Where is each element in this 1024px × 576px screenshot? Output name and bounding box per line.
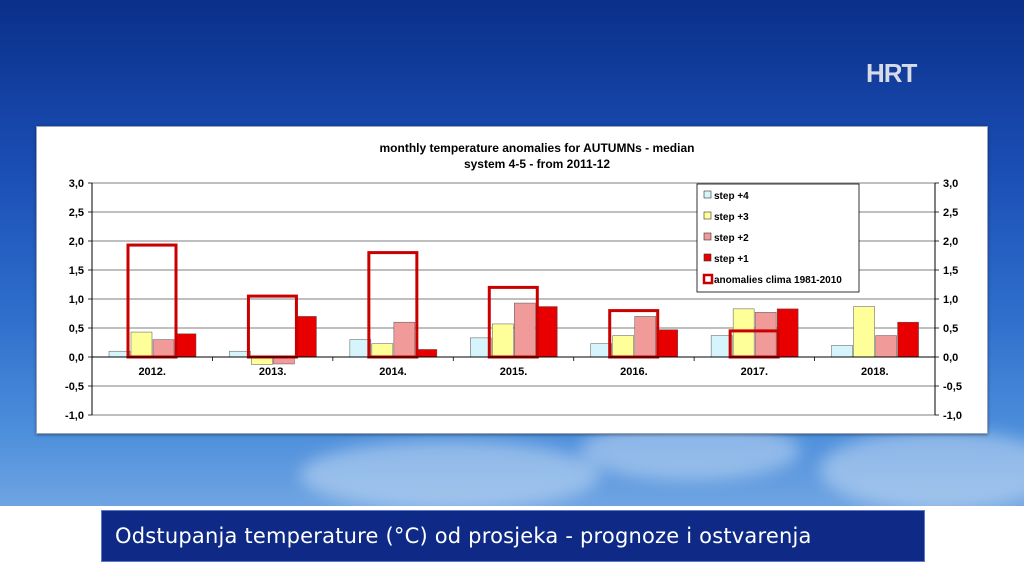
legend-swatch [703, 211, 712, 220]
y-tick-label-left: 2,5 [69, 207, 84, 219]
x-category-label: 2018. [861, 366, 889, 378]
chart-panel: monthly temperature anomalies for AUTUMN… [36, 126, 988, 434]
bar-step-1 [415, 349, 438, 358]
bar-step-1 [897, 321, 919, 358]
x-category-label: 2013. [259, 366, 287, 378]
legend-swatch [703, 190, 712, 199]
bar-step-1 [174, 333, 197, 358]
bar-step-3 [492, 323, 514, 358]
bar-step-3 [130, 331, 153, 358]
y-tick-label-right: 0,5 [943, 323, 958, 335]
bar-step-3 [371, 343, 394, 358]
bar-step-2 [514, 302, 536, 358]
legend-label: anomalies clima 1981-2010 [714, 275, 842, 286]
broadcaster-logo: HRT [866, 58, 917, 88]
y-tick-label-left: 1,0 [69, 294, 84, 306]
temperature-anomaly-chart: monthly temperature anomalies for AUTUMN… [65, 141, 962, 422]
bar-step-1 [295, 316, 317, 358]
x-category-label: 2016. [620, 366, 648, 378]
bar-step-3 [853, 306, 875, 358]
cloud-decoration [820, 430, 1024, 510]
bar-step-1 [536, 306, 558, 358]
anomaly-box [246, 294, 298, 359]
caption-box: Odstupanja temperature (°C) od prosjeka … [101, 510, 925, 562]
legend-label: step +4 [714, 191, 749, 202]
bar-step-3 [612, 335, 634, 358]
caption-text: Odstupanja temperature (°C) od prosjeka … [115, 524, 812, 548]
y-tick-label-left: 2,0 [69, 236, 84, 248]
bar-step-4 [831, 345, 853, 358]
bar-step-3 [732, 308, 755, 358]
legend-label: step +3 [714, 212, 749, 223]
legend-box [696, 183, 860, 293]
x-category-label: 2017. [741, 366, 769, 378]
chart-title: monthly temperature anomalies for AUTUMN… [380, 141, 695, 155]
y-tick-label-left: 0,0 [69, 352, 84, 364]
legend-label: step +2 [714, 233, 749, 244]
y-tick-label-right: 0,0 [943, 352, 958, 364]
legend-swatch [703, 232, 712, 241]
y-tick-label-left: -1,0 [65, 410, 84, 422]
y-tick-label-left: 1,5 [69, 265, 84, 277]
x-category-label: 2015. [500, 366, 528, 378]
cloud-decoration [300, 440, 600, 510]
legend-swatch [703, 253, 712, 262]
bar-step-2 [393, 321, 416, 358]
y-tick-label-right: 1,5 [943, 265, 958, 277]
bar-step-2 [875, 335, 897, 358]
bar-step-2 [754, 312, 777, 358]
chart-subtitle: system 4-5 - from 2011-12 [464, 157, 610, 171]
y-tick-label-right: -1,0 [943, 410, 962, 422]
y-tick-label-left: 0,5 [69, 323, 84, 335]
y-tick-label-right: 2,5 [943, 207, 958, 219]
y-tick-label-right: -0,5 [943, 381, 962, 393]
bar-step-1 [776, 308, 799, 358]
y-tick-label-left: 3,0 [69, 178, 84, 190]
legend-label: step +1 [714, 254, 749, 265]
bar-step-1 [656, 329, 678, 358]
y-tick-label-left: -0,5 [65, 381, 84, 393]
y-tick-label-right: 3,0 [943, 178, 958, 190]
y-tick-label-right: 1,0 [943, 294, 958, 306]
y-tick-label-right: 2,0 [943, 236, 958, 248]
x-category-label: 2012. [138, 366, 166, 378]
x-category-label: 2014. [379, 366, 407, 378]
bar-step-2 [152, 339, 175, 358]
legend-swatch [702, 273, 714, 285]
bar-step-2 [634, 316, 656, 358]
